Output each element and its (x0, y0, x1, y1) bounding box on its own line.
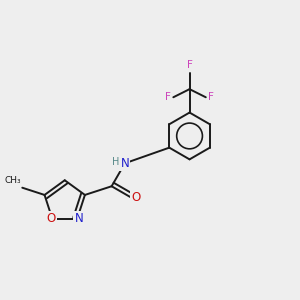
Text: O: O (131, 191, 141, 205)
Text: F: F (165, 92, 171, 102)
Text: H: H (112, 157, 119, 167)
Text: F: F (208, 92, 214, 102)
Text: N: N (121, 157, 129, 170)
Text: CH₃: CH₃ (4, 176, 21, 185)
Text: N: N (74, 212, 83, 225)
Text: F: F (187, 60, 193, 70)
Text: O: O (46, 212, 55, 225)
